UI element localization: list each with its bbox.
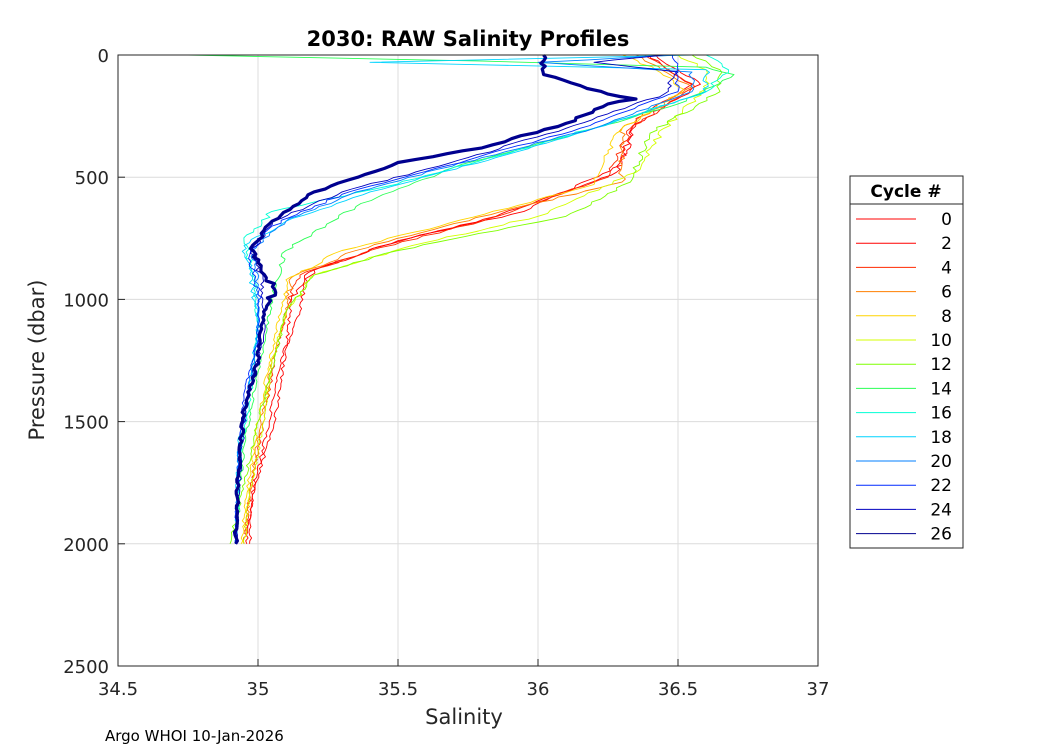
profile-line-cycle-20 <box>234 54 695 545</box>
legend-label-10: 10 <box>930 331 952 351</box>
y-tick-label: 500 <box>75 168 109 189</box>
y-tick-label: 0 <box>98 46 109 67</box>
profile-line-cycle-10 <box>242 54 710 544</box>
legend-label-8: 8 <box>941 307 952 327</box>
legend-label-26: 26 <box>930 525 952 545</box>
y-tick-label: 2500 <box>63 657 109 678</box>
legend-label-24: 24 <box>930 500 952 520</box>
x-axis-label: Salinity <box>425 705 503 729</box>
profile-line-cycle-26 <box>232 54 638 545</box>
chart-title: 2030: RAW Salinity Profiles <box>307 27 630 51</box>
plot-frame <box>117 54 819 667</box>
profile-line-cycle-12 <box>229 54 723 544</box>
x-tick-label: 36.5 <box>658 679 698 700</box>
legend-label-0: 0 <box>941 210 952 230</box>
profile-line-cycle-6 <box>242 54 693 544</box>
y-tick-label: 1000 <box>63 290 109 311</box>
x-tick-label: 37 <box>807 679 830 700</box>
profile-line-cycle-24 <box>235 54 679 544</box>
x-tick-label: 36 <box>527 679 550 700</box>
y-axis-label: Pressure (dbar) <box>25 280 49 441</box>
legend-label-14: 14 <box>930 379 952 399</box>
legend-title: Cycle # <box>870 182 941 202</box>
grid <box>117 54 819 667</box>
legend-box <box>849 175 964 549</box>
x-tick-label: 35 <box>247 679 270 700</box>
footer-credit: Argo WHOI 10-Jan-2026 <box>105 727 284 745</box>
axis-ticks: 34.5 35 35.5 36 36.5 37 0 500 1000 1500 2000 2500 <box>63 46 829 700</box>
x-tick-label: 35.5 <box>378 679 418 700</box>
y-tick-label: 2000 <box>63 535 109 556</box>
legend-label-12: 12 <box>930 355 952 375</box>
profile-line-cycle-8 <box>240 54 685 545</box>
y-tick-label: 1500 <box>63 413 109 434</box>
legend-label-18: 18 <box>930 428 952 448</box>
legend-label-2: 2 <box>941 234 952 254</box>
x-tick-label: 34.5 <box>98 679 138 700</box>
legend-label-6: 6 <box>941 283 952 303</box>
legend-label-20: 20 <box>930 452 952 472</box>
profile-lines <box>187 54 735 545</box>
legend-label-22: 22 <box>930 476 952 496</box>
legend-label-4: 4 <box>941 258 952 278</box>
legend-label-16: 16 <box>930 404 952 424</box>
